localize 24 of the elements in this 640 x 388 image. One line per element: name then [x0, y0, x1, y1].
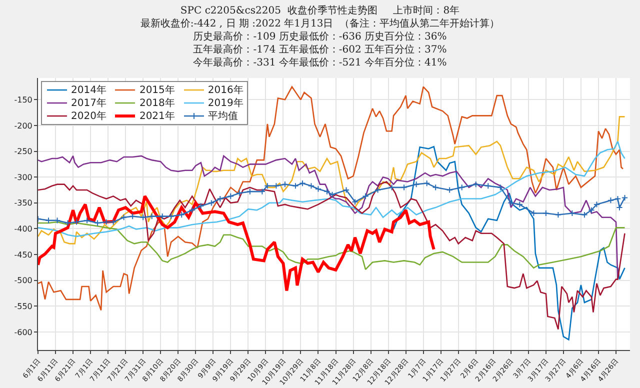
y-tick-label: -500: [14, 276, 32, 286]
y-tick-label: -250: [14, 147, 32, 156]
legend-label: 2016年: [208, 84, 244, 97]
y-tick-label: -150: [14, 95, 32, 104]
text: 历史最高价：-109 历史最低价：-636 历史百分位：36%: [193, 30, 447, 43]
text: 五年最高价：-174 五年最低价：-602 五年百分位：37%: [193, 44, 447, 56]
y-tick-label: -600: [14, 328, 32, 337]
y-tick-label: -300: [14, 172, 32, 182]
legend-label: 2019年: [208, 97, 244, 110]
legend-label: 2014年: [71, 84, 106, 97]
y-tick-label: -200: [14, 121, 32, 130]
legend-label: 平均值: [208, 110, 238, 123]
legend-label: 2020年: [71, 110, 106, 123]
text: 今年最高价：-331 今年最低价：-521 今年百分位：41%: [193, 56, 447, 69]
chart-title: SPC c2205&cs2205 收盘价季节性走势图 上市时间：8年: [180, 4, 460, 17]
y-tick-label: -550: [14, 302, 32, 311]
y-tick-label: -400: [14, 224, 32, 234]
legend-label: 2021年: [139, 110, 175, 123]
chart-subtitle: 最新收盘价:-442 , 日 期 :2022 年1月13日 （备注：平均值从第二年开始计算）: [140, 18, 500, 30]
y-tick-label: -350: [14, 198, 32, 208]
y-tick-label: -450: [14, 250, 32, 260]
legend-label: 2015年: [139, 84, 175, 97]
legend-label: 2018年: [139, 97, 175, 110]
legend-label: 2017年: [71, 97, 106, 110]
